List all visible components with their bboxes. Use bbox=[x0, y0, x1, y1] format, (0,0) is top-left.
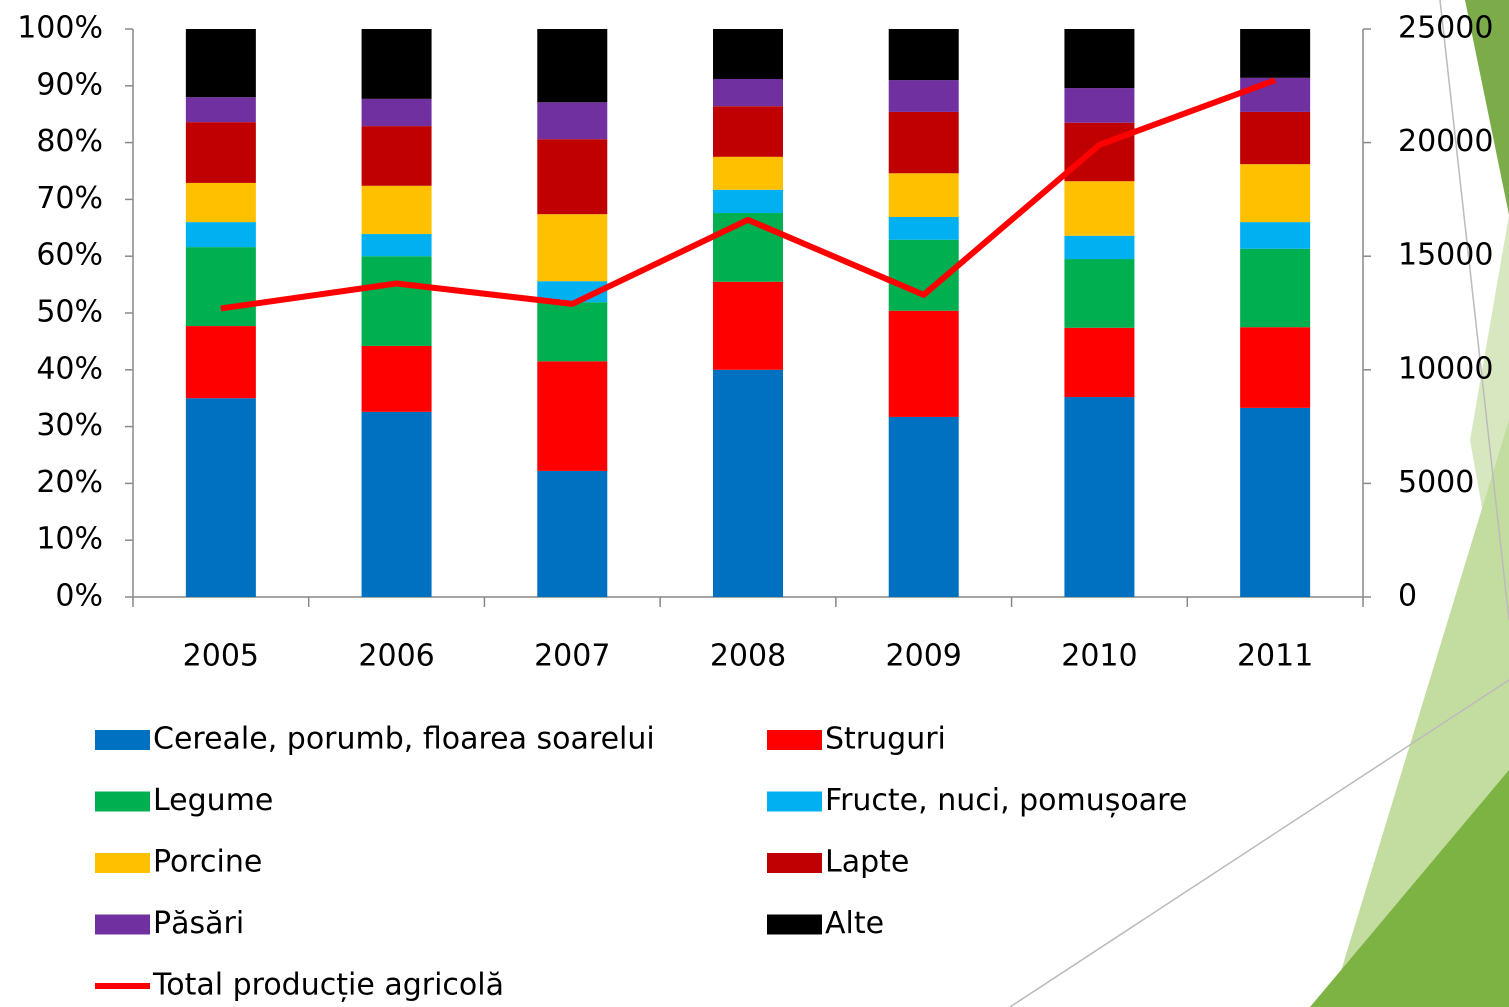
legend-swatch bbox=[95, 792, 150, 812]
bar-segment bbox=[1064, 88, 1134, 123]
bar-segment bbox=[362, 126, 432, 186]
bar-segment bbox=[1240, 408, 1310, 597]
y2-tick-label: 15000 bbox=[1398, 238, 1493, 273]
bar-segment bbox=[1064, 259, 1134, 328]
x-tick-label: 2009 bbox=[886, 639, 962, 674]
bar-segment bbox=[1240, 222, 1310, 249]
bar-segment bbox=[713, 29, 783, 79]
bar-segment bbox=[537, 29, 607, 102]
bar-segment bbox=[1064, 397, 1134, 597]
legend-swatch bbox=[767, 730, 822, 750]
legend-label: Păsări bbox=[153, 906, 244, 941]
y-tick-label: 0% bbox=[55, 579, 103, 614]
bar-segment bbox=[1240, 112, 1310, 164]
bar-segment bbox=[889, 112, 959, 173]
bar-segment bbox=[537, 302, 607, 361]
bar-segment bbox=[1240, 164, 1310, 222]
legend-swatch bbox=[767, 915, 822, 935]
x-tick-label: 2006 bbox=[358, 639, 434, 674]
y-tick-label: 100% bbox=[17, 11, 103, 46]
x-tick-label: 2008 bbox=[710, 639, 786, 674]
bar-segment bbox=[537, 471, 607, 597]
x-tick-label: 2007 bbox=[534, 639, 610, 674]
x-tick-label: 2011 bbox=[1237, 639, 1313, 674]
legend-swatch bbox=[95, 915, 150, 935]
bar-segment bbox=[362, 186, 432, 234]
y-tick-label: 60% bbox=[36, 238, 103, 273]
y-tick-label: 30% bbox=[36, 408, 103, 443]
bar-segment bbox=[362, 234, 432, 256]
bar-segment bbox=[186, 326, 256, 398]
bar-segment bbox=[1240, 327, 1310, 408]
bar-segment bbox=[537, 214, 607, 281]
bar-segment bbox=[186, 398, 256, 597]
bar-segment bbox=[1240, 249, 1310, 327]
bar-segment bbox=[889, 173, 959, 217]
bar-segment bbox=[186, 97, 256, 122]
bar-segment bbox=[713, 157, 783, 190]
bar-segment bbox=[713, 370, 783, 597]
y2-tick-label: 10000 bbox=[1398, 351, 1493, 386]
bar-segment bbox=[362, 29, 432, 99]
legend-swatch bbox=[95, 730, 150, 750]
bar-segment bbox=[362, 256, 432, 346]
y2-tick-label: 0 bbox=[1398, 579, 1417, 614]
y-tick-label: 40% bbox=[36, 351, 103, 386]
legend-label: Fructe, nuci, pomușoare bbox=[825, 783, 1187, 818]
bar-segment bbox=[186, 183, 256, 222]
bar-segment bbox=[186, 222, 256, 247]
y-tick-label: 10% bbox=[36, 522, 103, 557]
y-tick-label: 80% bbox=[36, 124, 103, 159]
bar-segment bbox=[1240, 29, 1310, 78]
bar-segment bbox=[713, 106, 783, 157]
y2-tick-label: 5000 bbox=[1398, 465, 1474, 500]
bar-segment bbox=[1064, 29, 1134, 88]
bar-segment bbox=[1064, 328, 1134, 397]
legend-swatch bbox=[767, 792, 822, 812]
bar-segment bbox=[537, 102, 607, 139]
legend-label: Struguri bbox=[825, 722, 946, 757]
bar-segment bbox=[362, 346, 432, 412]
chart: 0% 10% 20% 30% 40% 50% 60% 70% 80% 90% 100% 0 5000 10… bbox=[0, 0, 1509, 1007]
legend-label: Cereale, porumb, floarea soarelui bbox=[153, 722, 655, 757]
bar-segment bbox=[537, 361, 607, 471]
legend-swatch bbox=[767, 853, 822, 873]
y-tick-label: 70% bbox=[36, 181, 103, 216]
bar-segment bbox=[889, 417, 959, 597]
bar-segment bbox=[713, 190, 783, 213]
bar-segment bbox=[889, 217, 959, 240]
legend-label: Lapte bbox=[825, 845, 909, 880]
bar-segment bbox=[713, 282, 783, 370]
legend-label: Total producție agricolă bbox=[152, 968, 504, 1003]
y2-tick-label: 25000 bbox=[1398, 11, 1493, 46]
bar-segment bbox=[1064, 236, 1134, 259]
bar-segment bbox=[537, 139, 607, 214]
legend-label: Porcine bbox=[153, 845, 262, 880]
bar-segment bbox=[1064, 181, 1134, 236]
y2-tick-label: 20000 bbox=[1398, 124, 1493, 159]
y-tick-label: 90% bbox=[36, 67, 103, 102]
bar-segment bbox=[186, 29, 256, 97]
bar-segment bbox=[362, 412, 432, 597]
bar-segment bbox=[889, 311, 959, 417]
x-tick-label: 2010 bbox=[1061, 639, 1137, 674]
bar-segment bbox=[362, 99, 432, 126]
bar-segment bbox=[1064, 123, 1134, 182]
y-tick-label: 20% bbox=[36, 465, 103, 500]
legend-label: Legume bbox=[153, 783, 273, 818]
bar-segment bbox=[713, 213, 783, 282]
legend-swatch bbox=[95, 853, 150, 873]
bar-segment bbox=[186, 122, 256, 183]
bar-segment bbox=[186, 247, 256, 326]
bar-segment bbox=[889, 29, 959, 80]
legend-label: Alte bbox=[825, 906, 884, 941]
y-tick-label: 50% bbox=[36, 295, 103, 330]
bar-segment bbox=[889, 80, 959, 112]
bar-segment bbox=[713, 79, 783, 106]
x-tick-label: 2005 bbox=[183, 639, 259, 674]
